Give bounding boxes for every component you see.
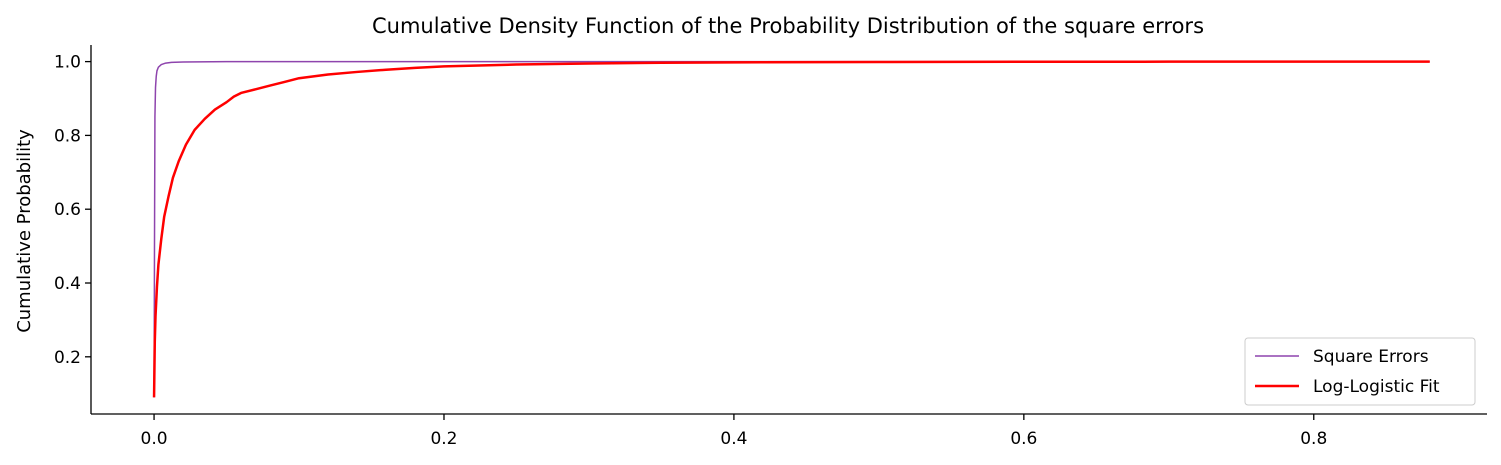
- series-line-square-errors: [153, 60, 1430, 398]
- chart-title: Cumulative Density Function of the Proba…: [372, 14, 1204, 38]
- y-axis-ticks: 0.2 0.4 0.6 0.8 1.0: [54, 53, 91, 368]
- x-tick-label: 0.4: [720, 429, 747, 449]
- legend: Square Errors Log-Logistic Fit: [1244, 337, 1476, 406]
- y-axis-label: Cumulative Probability: [14, 129, 35, 333]
- y-tick-label: 0.4: [54, 274, 81, 294]
- legend-box: [1244, 337, 1476, 406]
- x-tick-label: 0.6: [1010, 429, 1037, 449]
- y-tick-label: 1.0: [54, 53, 81, 73]
- y-tick-label: 0.2: [54, 348, 81, 368]
- x-tick-label: 0.0: [141, 429, 168, 449]
- y-tick-label: 0.6: [54, 200, 81, 220]
- x-tick-label: 0.2: [430, 429, 457, 449]
- x-axis-ticks: 0.0 0.2 0.4 0.6 0.8: [141, 414, 1327, 449]
- series-line-log-logistic-fit: [152, 60, 1430, 398]
- y-tick-label: 0.8: [54, 126, 81, 146]
- plot-area: [152, 60, 1430, 398]
- x-tick-label: 0.8: [1300, 429, 1327, 449]
- legend-label: Square Errors: [1313, 347, 1429, 367]
- legend-label: Log-Logistic Fit: [1313, 377, 1440, 397]
